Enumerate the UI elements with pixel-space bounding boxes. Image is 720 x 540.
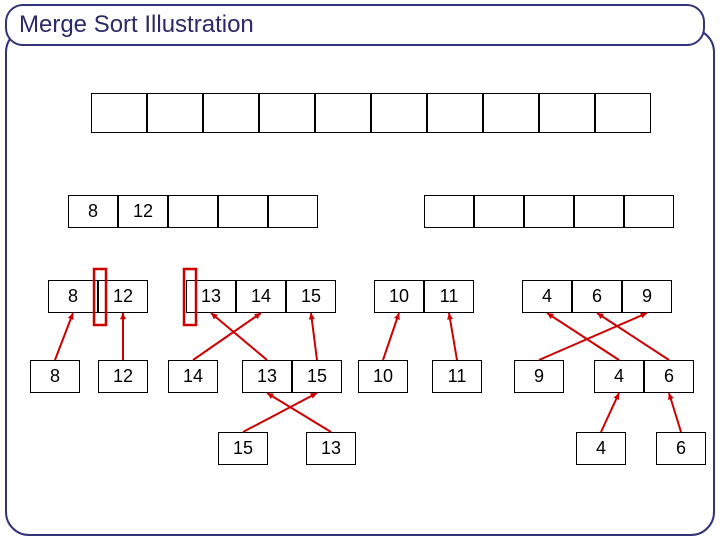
cell-r3Gc0: 9: [514, 360, 564, 393]
cell-r3Cc0: 14: [168, 360, 218, 393]
page-title: Merge Sort Illustration: [19, 11, 254, 39]
cell-r3Fc0: 11: [432, 360, 482, 393]
cell-r1Rc2: [524, 195, 574, 228]
cell-r2Dc0: 4: [522, 280, 572, 313]
cell-r2Bc1: 14: [236, 280, 286, 313]
cell-r2Ac1: 12: [98, 280, 148, 313]
cell-r3Ec0: 10: [358, 360, 408, 393]
cell-r4Bc0: 13: [306, 432, 356, 465]
cell-r1Rc1: [474, 195, 524, 228]
cell-r2Ac0: 8: [48, 280, 98, 313]
cell-r2Dc1: 6: [572, 280, 622, 313]
cell-r2Bc0: 13: [186, 280, 236, 313]
cell-r3Hc1: 6: [644, 360, 694, 393]
cell-r0c2: [203, 93, 259, 133]
cell-r1Lc3: [218, 195, 268, 228]
cell-r3Hc0: 4: [594, 360, 644, 393]
cell-r1Rc4: [624, 195, 674, 228]
cell-r0c3: [259, 93, 315, 133]
cell-r2Bc2: 15: [286, 280, 336, 313]
cell-r0c9: [595, 93, 651, 133]
cell-r0c1: [147, 93, 203, 133]
cell-r1Lc1: 12: [118, 195, 168, 228]
cell-r1Lc0: 8: [68, 195, 118, 228]
cell-r2Dc2: 9: [622, 280, 672, 313]
cell-r4Ac0: 15: [218, 432, 268, 465]
cell-r0c0: [91, 93, 147, 133]
cell-r1Rc3: [574, 195, 624, 228]
cell-r4Cc0: 4: [576, 432, 626, 465]
cell-r3Dc0: 13: [242, 360, 292, 393]
cell-r1Rc0: [424, 195, 474, 228]
cell-r4Dc0: 6: [656, 432, 706, 465]
cell-r0c4: [315, 93, 371, 133]
cell-r0c7: [483, 93, 539, 133]
cell-r0c6: [427, 93, 483, 133]
cell-r3Ac0: 8: [30, 360, 80, 393]
cell-r2Cc0: 10: [374, 280, 424, 313]
cell-r2Cc1: 11: [424, 280, 474, 313]
cell-r0c5: [371, 93, 427, 133]
cell-r1Lc2: [168, 195, 218, 228]
cell-r3Dc1: 15: [292, 360, 342, 393]
cell-r0c8: [539, 93, 595, 133]
cell-r3Bc0: 12: [98, 360, 148, 393]
cell-r1Lc4: [268, 195, 318, 228]
title-frame: Merge Sort Illustration: [5, 4, 705, 46]
